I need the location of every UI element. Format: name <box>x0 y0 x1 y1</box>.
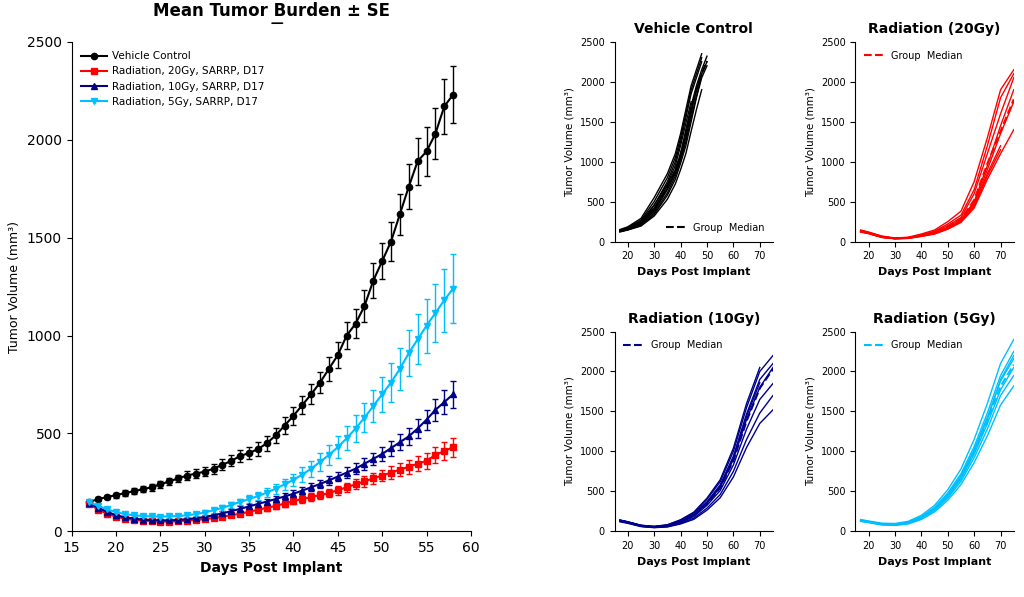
Y-axis label: Tumor Volume (mm³): Tumor Volume (mm³) <box>564 377 574 487</box>
Title: Vehicle Control: Vehicle Control <box>635 23 754 36</box>
Legend: Group  Median: Group Median <box>662 219 768 237</box>
Y-axis label: Tumor Volume (mm³): Tumor Volume (mm³) <box>805 87 815 196</box>
X-axis label: Days Post Implant: Days Post Implant <box>200 561 342 574</box>
Y-axis label: Tumor Volume (mm³): Tumor Volume (mm³) <box>805 377 815 487</box>
Title: Radiation (10Gy): Radiation (10Gy) <box>628 312 760 326</box>
Y-axis label: Tumor Volume (mm³): Tumor Volume (mm³) <box>8 220 22 353</box>
Text: Mean Tumor Burden ± SE: Mean Tumor Burden ± SE <box>153 2 390 20</box>
Legend: Group  Median: Group Median <box>860 336 967 354</box>
Legend: Group  Median: Group Median <box>860 47 967 64</box>
X-axis label: Days Post Implant: Days Post Implant <box>878 267 991 277</box>
Title: Radiation (5Gy): Radiation (5Gy) <box>873 312 996 326</box>
X-axis label: Days Post Implant: Days Post Implant <box>878 556 991 567</box>
Y-axis label: Tumor Volume (mm³): Tumor Volume (mm³) <box>564 87 574 196</box>
Title: Radiation (20Gy): Radiation (20Gy) <box>868 23 1000 36</box>
Legend: Group  Median: Group Median <box>620 336 726 354</box>
Legend: Vehicle Control, Radiation, 20Gy, SARRP, D17, Radiation, 10Gy, SARRP, D17, Radia: Vehicle Control, Radiation, 20Gy, SARRP,… <box>77 47 269 111</box>
X-axis label: Days Post Implant: Days Post Implant <box>637 556 751 567</box>
X-axis label: Days Post Implant: Days Post Implant <box>637 267 751 277</box>
